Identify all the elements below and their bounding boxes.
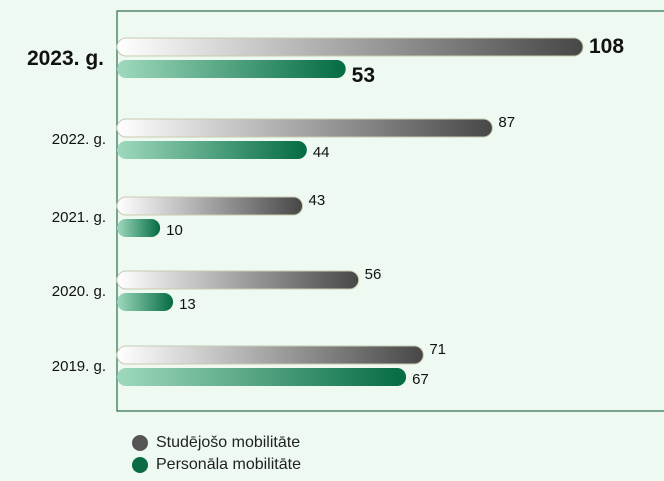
bar-staff-2022-g — [117, 141, 307, 159]
value-label-staff-2021-g: 10 — [166, 222, 183, 239]
category-label-2020-g: 2020. g. — [52, 283, 106, 300]
legend-label: Studējošo mobilitāte — [156, 434, 301, 451]
legend-swatch-green — [132, 457, 148, 473]
value-label-students-2019-g: 71 — [429, 341, 446, 358]
legend-item-studejoso: Studējošo mobilitāte — [132, 432, 301, 454]
bar-students-2021-g — [116, 196, 304, 216]
value-label-staff-2023-g: 53 — [352, 64, 375, 87]
value-label-students-2022-g: 87 — [498, 114, 515, 131]
bar-staff-2019-g — [117, 368, 407, 386]
plot-frame — [116, 10, 664, 412]
category-label-2019-g: 2019. g. — [52, 358, 106, 375]
category-label-2022-g: 2022. g. — [52, 131, 106, 148]
value-label-students-2023-g: 108 — [589, 35, 624, 58]
category-label-2023-g: 2023. g. — [27, 47, 104, 70]
bar-staff-2023-g — [117, 60, 346, 78]
value-label-staff-2019-g: 67 — [412, 371, 429, 388]
legend: Studējošo mobilitāte Personāla mobilitāt… — [132, 432, 301, 476]
bar-staff-2020-g — [117, 293, 174, 311]
legend-swatch-grey — [132, 435, 148, 451]
category-label-2021-g: 2021. g. — [52, 209, 106, 226]
legend-item-personala: Personāla mobilitāte — [132, 454, 301, 476]
bar-students-2023-g — [116, 37, 584, 57]
value-label-staff-2022-g: 44 — [313, 144, 330, 161]
bar-students-2022-g — [116, 118, 493, 138]
bar-students-2020-g — [116, 270, 360, 290]
bar-staff-2021-g — [117, 219, 161, 237]
value-label-students-2020-g: 56 — [365, 266, 382, 283]
bars-layer: 2023. g. 108 53 2022. g. 87 44 2021. g. 43 10 202… — [27, 35, 624, 388]
value-label-students-2021-g: 43 — [309, 192, 326, 209]
bar-students-2019-g — [116, 345, 424, 365]
legend-label: Personāla mobilitāte — [156, 456, 301, 473]
value-label-staff-2020-g: 13 — [179, 296, 196, 313]
